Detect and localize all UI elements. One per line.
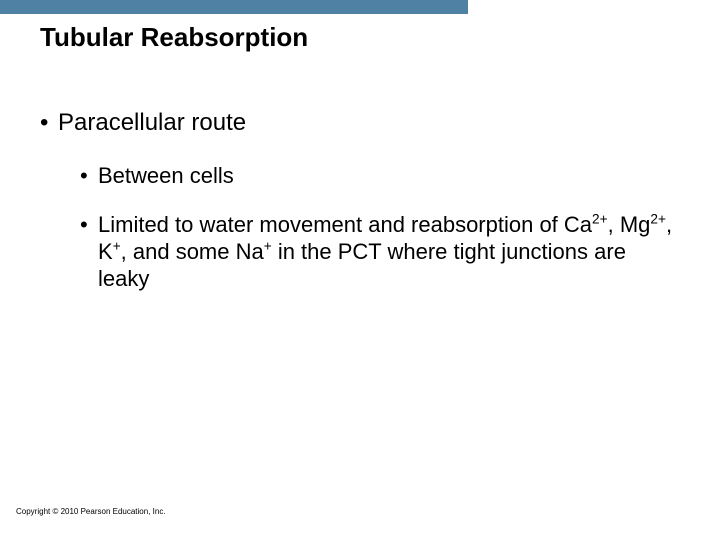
level-2-group: •Between cells•Limited to water movement… (40, 163, 680, 292)
bullet-marker: • (80, 212, 98, 239)
bullet-text: Between cells (98, 163, 234, 190)
slide-body: • Paracellular route •Between cells•Limi… (40, 108, 680, 293)
bullet-marker: • (40, 108, 58, 137)
bullet-text: Paracellular route (58, 108, 246, 137)
bullet-text: Limited to water movement and reabsorpti… (98, 212, 680, 292)
bullet-level-1: • Paracellular route (40, 108, 680, 137)
header-accent-bar (0, 0, 468, 14)
bullet-level-2: •Limited to water movement and reabsorpt… (80, 212, 680, 292)
slide-title: Tubular Reabsorption (40, 22, 308, 53)
slide: { "layout": { "top_bar": { "height_px": … (0, 0, 720, 540)
copyright-text: Copyright © 2010 Pearson Education, Inc. (16, 507, 166, 516)
bullet-marker: • (80, 163, 98, 190)
bullet-level-2: •Between cells (80, 163, 680, 190)
